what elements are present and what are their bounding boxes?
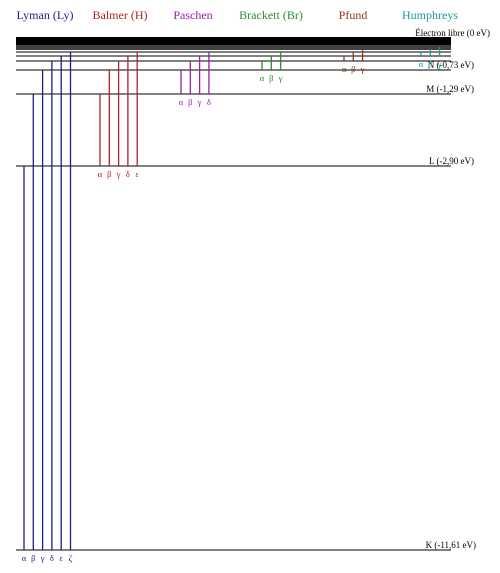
transition-label: ε (135, 169, 139, 179)
transition-label: γ (197, 97, 202, 107)
transition-label: δ (126, 169, 130, 179)
transition-label: β (107, 169, 111, 179)
transition-label: β (351, 64, 355, 74)
series-name: Brackett (Br) (239, 8, 303, 22)
transition-label: α (260, 73, 265, 83)
series-name: Humphreys (402, 8, 458, 22)
transition-label: γ (40, 553, 45, 563)
transition-label: γ (360, 64, 365, 74)
transition-label: γ (116, 169, 121, 179)
transition-label: ε (59, 553, 63, 563)
level-label: N (-0,73 eV) (428, 60, 474, 70)
transition-label: γ (437, 59, 442, 69)
level-label: K (-11,61 eV) (426, 540, 476, 550)
series-name: Pfund (339, 8, 368, 22)
transition-label: β (428, 59, 432, 69)
transition-label: β (269, 73, 273, 83)
transition-label: γ (278, 73, 283, 83)
transition-label: α (342, 64, 347, 74)
series-name: Lyman (Ly) (17, 8, 74, 22)
level-label: Électron libre (0 eV) (415, 28, 490, 38)
transition-label: β (31, 553, 35, 563)
transition-label: α (22, 553, 27, 563)
level-label: L (-2,90 eV) (429, 156, 474, 166)
series-name: Balmer (H) (93, 8, 148, 22)
transition-label: α (419, 59, 424, 69)
transition-label: α (98, 169, 103, 179)
transition-label: δ (207, 97, 211, 107)
transition-label: ζ (69, 553, 73, 563)
transition-label: α (179, 97, 184, 107)
series-name: Paschen (173, 8, 212, 22)
level-label: M (-1,29 eV) (426, 84, 474, 94)
transition-label: δ (50, 553, 54, 563)
continuum (16, 37, 451, 42)
transition-label: β (188, 97, 192, 107)
